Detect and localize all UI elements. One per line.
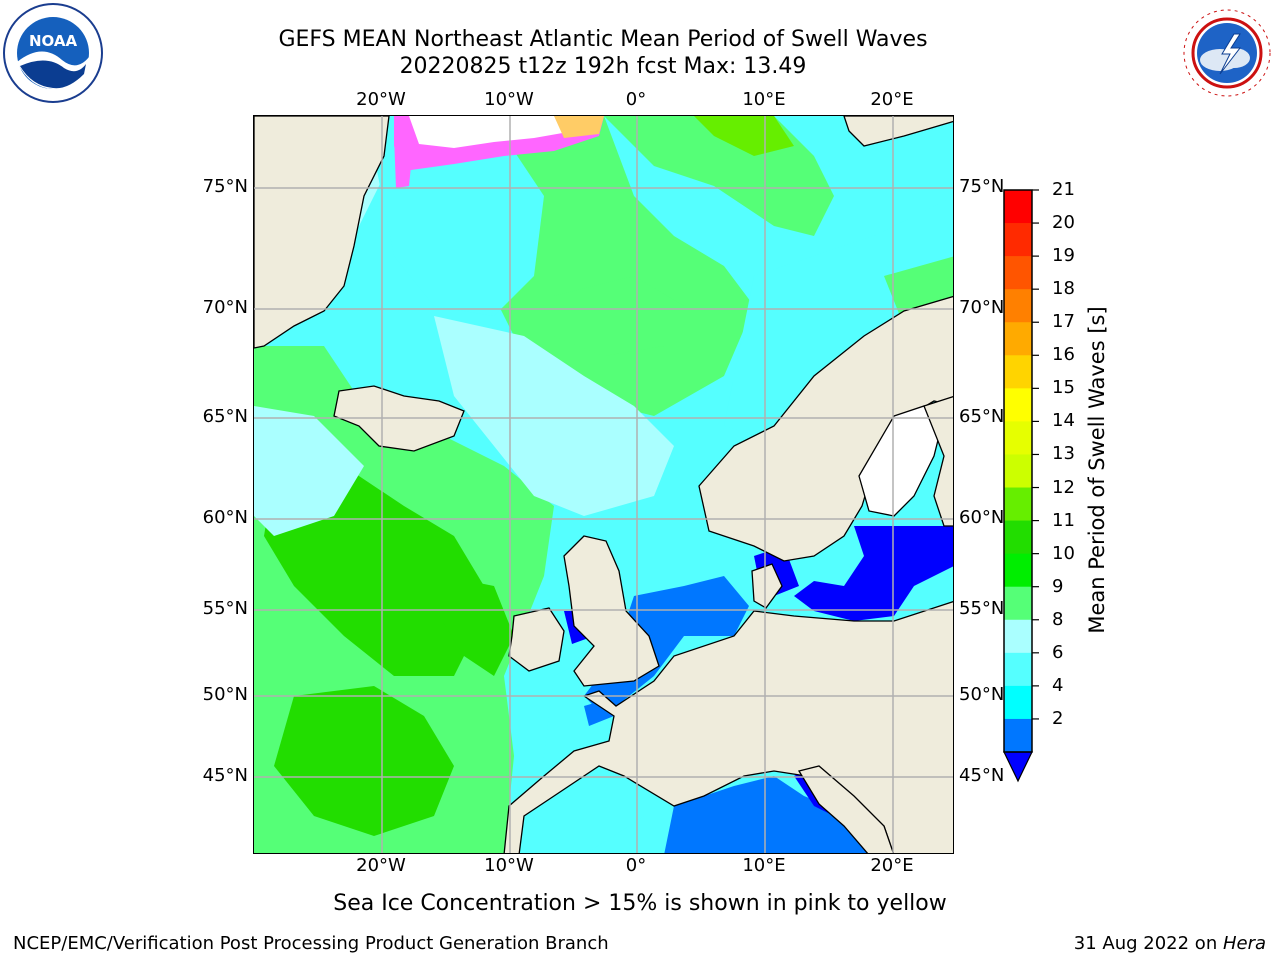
colorbar-tick-label: 16: [1052, 344, 1075, 366]
colorbar-band: [1004, 355, 1032, 389]
footer-date-text: 31 Aug 2022 on: [1073, 933, 1223, 954]
lon-label-bottom: 20°W: [356, 855, 406, 876]
colorbar-tick-label: 21: [1052, 179, 1075, 200]
lon-label-bottom: 10°W: [484, 855, 534, 876]
colorbar-tick-label: 4: [1052, 674, 1064, 696]
colorbar-tick-label: 11: [1052, 509, 1075, 531]
colorbar-bands: [1004, 190, 1032, 753]
lat-label-left: 60°N: [202, 507, 248, 528]
colorbar-extend-arrow: [1003, 751, 1033, 783]
colorbar-tick-label: 18: [1052, 278, 1075, 300]
colorbar-tick-label: 9: [1052, 575, 1064, 597]
lat-label-left: 45°N: [202, 765, 248, 786]
lat-label-left: 75°N: [202, 176, 248, 197]
lon-label-bottom: 0°: [625, 855, 647, 876]
colorbar-tick-label: 15: [1052, 377, 1075, 399]
lon-label-top: 20°E: [870, 89, 914, 110]
lat-label-right: 50°N: [959, 684, 1005, 705]
sea-ice: [394, 116, 604, 188]
lon-label-top: 0°: [625, 89, 647, 110]
nws-logo: [1178, 4, 1276, 102]
colorbar-band: [1004, 322, 1032, 356]
colorbar-tick-label: 13: [1052, 443, 1075, 465]
colorbar: [1003, 189, 1039, 783]
colorbar-title: Mean Period of Swell Waves [s]: [1085, 306, 1109, 634]
colorbar-tick-label: 10: [1052, 542, 1075, 564]
map-canvas: [254, 116, 953, 853]
noaa-logo: NOAA: [3, 3, 103, 103]
graticule: [254, 116, 953, 853]
colorbar-band: [1004, 520, 1032, 555]
lon-label-bottom: 10°E: [742, 855, 786, 876]
colorbar-band: [1004, 553, 1032, 588]
colorbar-tick-label: 12: [1052, 476, 1075, 498]
colorbar-band: [1004, 388, 1032, 422]
footer-machine: Hera: [1222, 933, 1266, 954]
lon-label-bottom: 20°E: [870, 855, 914, 876]
colorbar-band: [1004, 421, 1032, 455]
map-panel: [253, 115, 954, 854]
lat-label-left: 70°N: [202, 297, 248, 318]
chart-title: GEFS MEAN Northeast Atlantic Mean Period…: [278, 27, 928, 52]
lon-label-top: 10°W: [484, 89, 534, 110]
colorbar-band: [1004, 487, 1032, 522]
colorbar-frame: [1003, 189, 1033, 753]
lon-label-top: 10°E: [742, 89, 786, 110]
colorbar-band: [1004, 289, 1032, 323]
colorbar-tick-label: 2: [1052, 707, 1064, 729]
footer-date: 31 Aug 2022 on Hera: [1074, 933, 1266, 954]
colorbar-tick-label: 14: [1052, 410, 1075, 432]
colorbar-band: [1004, 586, 1032, 621]
sea-ice-note: Sea Ice Concentration > 15% is shown in …: [333, 891, 947, 916]
lat-label-left: 50°N: [202, 684, 248, 705]
lat-label-right: 45°N: [959, 765, 1005, 786]
lat-label-left: 55°N: [202, 598, 248, 619]
lat-label-right: 75°N: [959, 176, 1005, 197]
footer-credit: NCEP/EMC/Verification Post Processing Pr…: [13, 933, 609, 954]
colorbar-tick-label: 19: [1052, 245, 1075, 267]
noaa-logo-text: NOAA: [29, 32, 78, 50]
lon-label-top: 20°W: [356, 89, 406, 110]
colorbar-tick-label: 6: [1052, 641, 1064, 663]
chart-subtitle: 20220825 t12z 192h fcst Max: 13.49: [399, 54, 807, 79]
lat-label-right: 70°N: [959, 297, 1005, 318]
colorbar-band: [1004, 454, 1032, 489]
colorbar-band: [1004, 652, 1032, 687]
colorbar-band: [1004, 619, 1032, 654]
colorbar-tick-label: 17: [1052, 311, 1075, 333]
colorbar-band: [1004, 685, 1032, 720]
colorbar-band: [1004, 223, 1032, 257]
lat-label-left: 65°N: [202, 406, 248, 427]
land-masses: [254, 116, 953, 853]
colorbar-band: [1004, 256, 1032, 290]
lat-label-right: 65°N: [959, 406, 1005, 427]
colorbar-band: [1004, 718, 1032, 753]
lat-label-right: 60°N: [959, 507, 1005, 528]
colorbar-tick-label: 8: [1052, 608, 1064, 630]
colorbar-tick-label: 20: [1052, 212, 1075, 234]
lat-label-right: 55°N: [959, 598, 1005, 619]
colorbar-band: [1004, 190, 1032, 224]
